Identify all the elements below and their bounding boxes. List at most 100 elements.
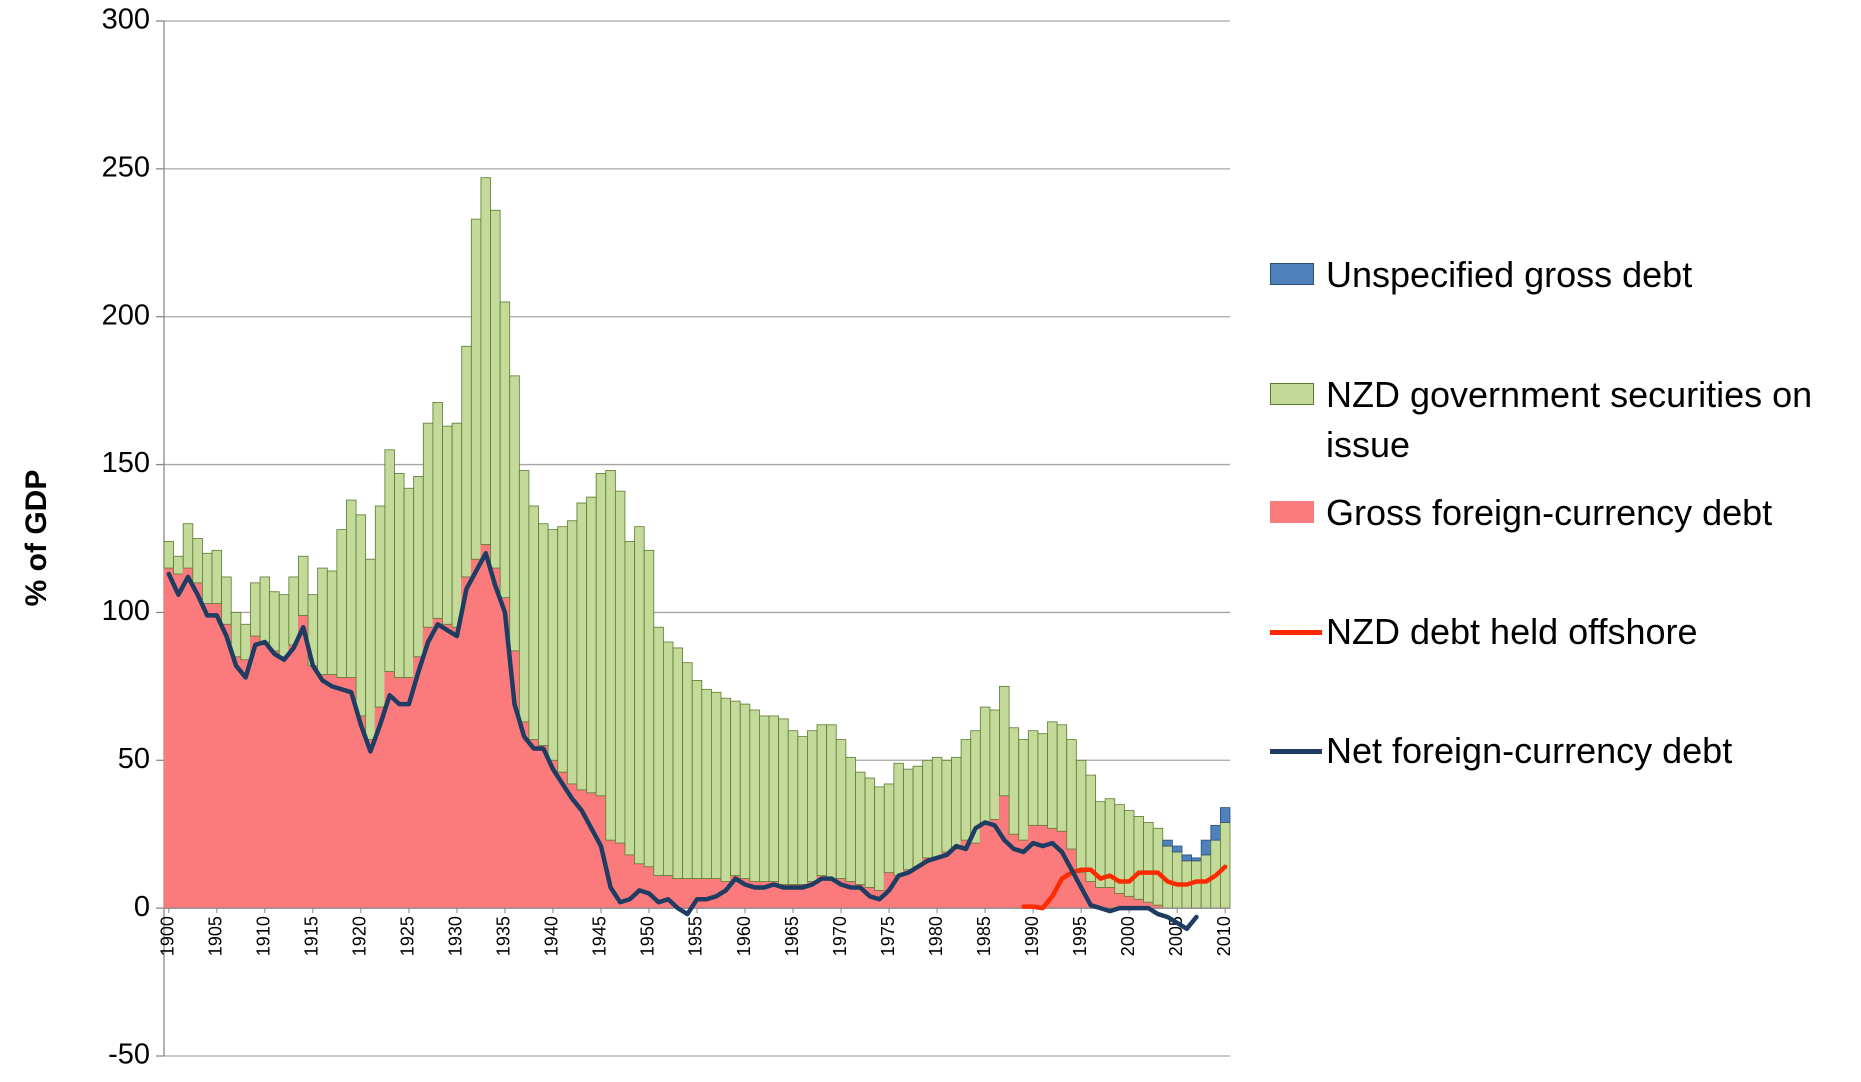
x-tick-label: 2010 <box>1214 916 1234 956</box>
bar <box>1018 739 1029 841</box>
bar <box>499 301 511 599</box>
bar <box>288 644 299 909</box>
legend-entry: Net foreign-currency debt <box>1270 726 1850 776</box>
bar <box>355 514 367 717</box>
bar <box>634 863 645 909</box>
bar <box>999 795 1010 909</box>
legend-label: NZD debt held offshore <box>1326 611 1698 652</box>
bar <box>269 650 280 909</box>
y-tick-label: 200 <box>102 299 150 331</box>
bar <box>1037 733 1048 826</box>
bar <box>1181 854 1192 862</box>
bar <box>547 759 559 909</box>
bar <box>470 218 482 560</box>
bar <box>490 567 501 909</box>
bar <box>682 662 693 879</box>
y-tick-label: 50 <box>118 743 150 775</box>
x-tick-label: 1955 <box>686 916 706 956</box>
bar <box>566 520 578 785</box>
x-tick-label: 1970 <box>830 916 850 956</box>
bar <box>682 878 693 909</box>
bar <box>202 603 213 909</box>
bar <box>374 505 386 708</box>
bar <box>192 538 203 584</box>
bar <box>739 703 751 879</box>
bar <box>470 558 482 909</box>
bar <box>768 715 780 882</box>
y-tick-label: 250 <box>102 152 150 184</box>
bar <box>759 715 770 882</box>
bar <box>163 541 175 569</box>
bar <box>1219 807 1231 823</box>
bar <box>346 499 357 678</box>
bar <box>384 449 395 672</box>
bar <box>586 792 597 909</box>
bar <box>422 626 434 909</box>
bar <box>173 573 184 909</box>
bar <box>326 674 338 909</box>
bar <box>518 470 530 723</box>
bar <box>538 745 549 909</box>
bar <box>797 736 808 885</box>
bar <box>298 614 309 909</box>
bar <box>413 656 424 909</box>
bar <box>1162 839 1173 847</box>
bar <box>912 866 924 909</box>
y-tick-label: 300 <box>102 4 150 36</box>
bar <box>528 505 539 740</box>
bar <box>538 523 549 746</box>
bar <box>480 177 491 545</box>
bar <box>989 709 1000 820</box>
bars <box>163 177 1231 909</box>
bar <box>1104 887 1116 909</box>
bar <box>855 771 866 885</box>
bar <box>624 541 635 856</box>
legend-entry: Gross foreign-currency debt <box>1270 488 1850 538</box>
y-tick-label: 100 <box>102 595 150 627</box>
bar <box>1008 727 1020 835</box>
x-tick-label: 1905 <box>206 916 226 956</box>
x-tick-label: 1945 <box>590 916 610 956</box>
bar <box>864 777 876 888</box>
legend-swatch <box>1270 501 1314 523</box>
bar <box>845 756 856 882</box>
bar <box>634 526 645 865</box>
bar <box>672 647 683 879</box>
bar <box>269 591 280 652</box>
bar <box>941 759 952 853</box>
bar <box>1047 721 1058 829</box>
x-tick-label: 1995 <box>1070 916 1090 956</box>
x-tick-label: 1960 <box>734 916 754 956</box>
x-tick-label: 1930 <box>446 916 466 956</box>
legend-entry: NZD debt held offshore <box>1270 607 1850 657</box>
bar <box>1027 730 1039 826</box>
bar <box>1133 816 1144 900</box>
bar <box>970 842 981 909</box>
bar <box>1027 824 1039 909</box>
y-tick-label: 0 <box>134 891 150 923</box>
bar <box>883 783 895 874</box>
bar <box>182 567 194 909</box>
bar <box>903 768 914 871</box>
bar <box>711 691 722 879</box>
bar <box>557 526 568 773</box>
bar <box>173 555 184 575</box>
bar <box>691 680 703 879</box>
legend-swatch <box>1270 630 1322 635</box>
bar <box>163 567 175 909</box>
bar <box>1085 774 1096 882</box>
bar <box>893 762 904 877</box>
legend-label: Unspecified gross debt <box>1326 254 1693 295</box>
legend-swatch <box>1270 749 1322 754</box>
x-tick-label: 1980 <box>926 916 946 956</box>
bar <box>317 567 328 675</box>
bar <box>259 576 271 643</box>
bar <box>451 422 463 628</box>
bar <box>250 582 261 637</box>
x-tick-label: 1950 <box>638 916 658 956</box>
bar <box>211 603 223 909</box>
bar <box>826 724 837 879</box>
bar <box>451 626 463 909</box>
bar <box>643 549 655 868</box>
bar <box>749 709 760 882</box>
